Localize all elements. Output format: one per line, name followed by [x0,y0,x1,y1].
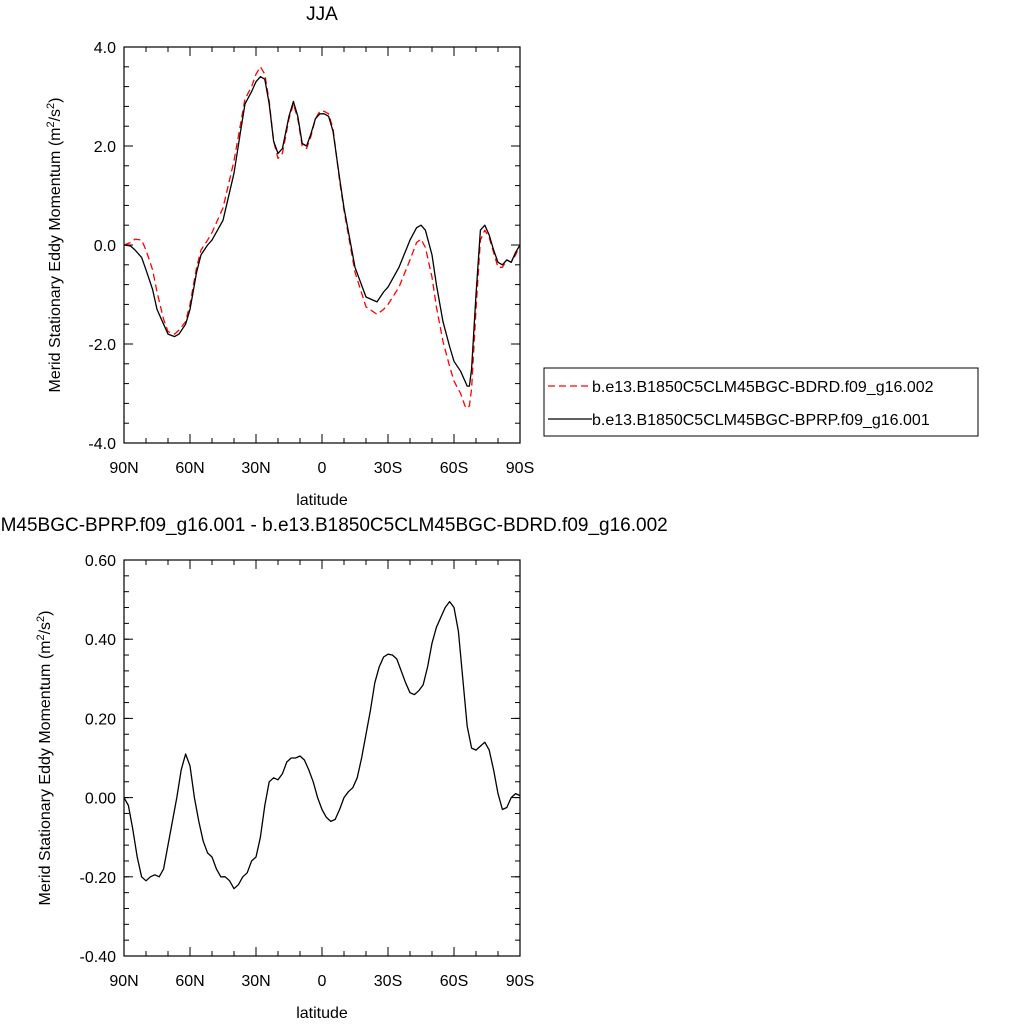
ylabel-part-3: 2 [45,103,57,109]
panel1-title: JJA [306,4,338,25]
panel2-ylabel: Merid Stationary Eddy Momentum (m2/s2) [35,610,54,905]
ylabel-part-1: 2 [45,121,57,127]
panel1-xtick-label: 60N [175,460,204,477]
panel2-xtick-label: 90S [506,973,534,990]
ylabel-part-4: ) [37,610,54,615]
panel1-ylabel: Merid Stationary Eddy Momentum (m2/s2) [45,97,64,392]
panel1-ytick-label: 4.0 [94,40,116,57]
panel1-xtick-label: 60S [440,460,468,477]
panel2-title: CLM45BGC-BPRP.f09_g16.001 - b.e13.B1850C… [0,515,668,536]
panel1-xlabel: latitude [296,492,348,509]
panel2-xtick-label: 90N [109,973,138,990]
panel1-series-2-line [123,76,521,387]
panel1-ytick-label: -2.0 [88,337,116,354]
legend-label-1: b.e13.B1850C5CLM45BGC-BDRD.f09_g16.002 [592,379,934,396]
panel2-xtick-label: 30N [241,973,270,990]
ylabel-part-2: /s [47,109,64,121]
panel1-ytick-label: 0.0 [94,238,116,255]
panel1-xtick-label: 90N [109,460,138,477]
panel2-xtick-label: 0 [318,973,327,990]
legend-box [543,367,979,437]
ylabel-part-2: /s [37,622,54,634]
panel1-ytick-label: -4.0 [88,436,116,453]
panel2-ytick-label: -0.20 [80,870,117,887]
panel1-xtick-label: 90S [506,460,534,477]
panel1-xtick-label: 0 [318,460,327,477]
panel2-xtick-label: 60N [175,973,204,990]
panel1-series-1-line [123,66,521,410]
panel2-ytick-label: 0.40 [85,632,116,649]
ylabel-part-1: 2 [35,634,47,640]
legend-label-2: b.e13.B1850C5CLM45BGC-BPRP.f09_g16.001 [592,412,930,429]
ylabel-part-0: Merid Stationary Eddy Momentum (m [37,641,54,906]
panel1-frame [123,46,521,444]
ylabel-part-4: ) [47,97,64,102]
panel2-ytick-label: 0.00 [85,791,116,808]
panel2-ytick-label: -0.40 [80,949,117,966]
ylabel-part-3: 2 [35,616,47,622]
panel2-frame [123,559,521,957]
panel2-xlabel: latitude [296,1005,348,1022]
panel2-ytick-label: 0.60 [85,553,116,570]
ylabel-part-0: Merid Stationary Eddy Momentum (m [47,128,64,393]
panel2-series-1-line [123,600,521,890]
panel2-ytick-label: 0.20 [85,711,116,728]
panel2-xtick-label: 60S [440,973,468,990]
panel2-xtick-label: 30S [374,973,402,990]
panel1-ytick-label: 2.0 [94,139,116,156]
panel1-xtick-label: 30S [374,460,402,477]
panel1-xtick-label: 30N [241,460,270,477]
